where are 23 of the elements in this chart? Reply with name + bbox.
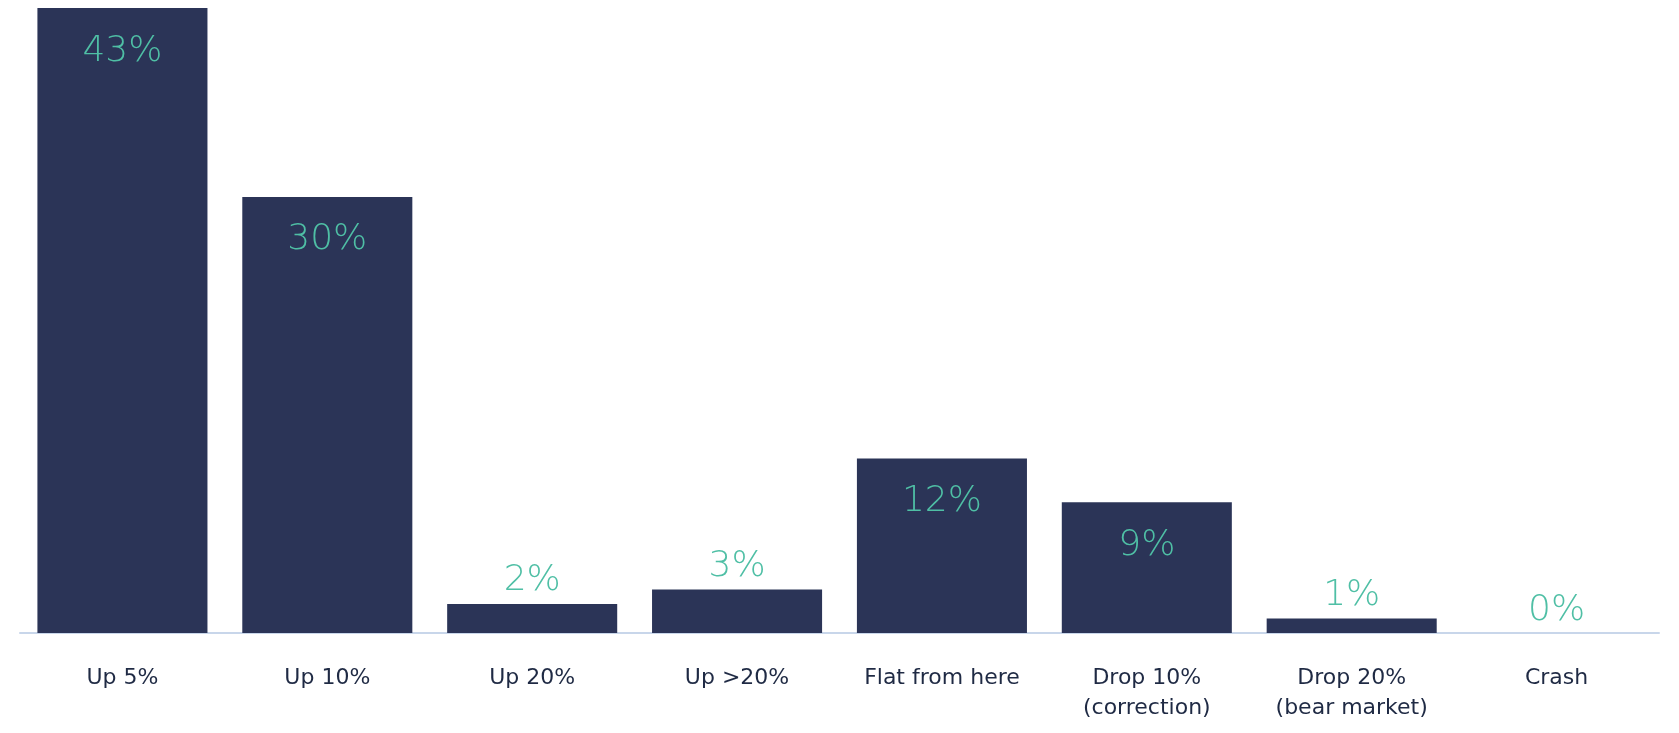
data-label: 1%: [1323, 571, 1381, 613]
data-label: 2%: [503, 557, 561, 599]
x-tick-label: Crash: [1524, 663, 1589, 689]
x-tick-label: Up 5%: [86, 663, 159, 689]
bar: [856, 458, 1027, 633]
bar: [37, 8, 208, 633]
bar: [447, 603, 618, 633]
data-label: 30%: [287, 216, 368, 258]
x-tick-label: Flat from here: [864, 663, 1020, 689]
x-tick-label: Up 10%: [284, 663, 371, 689]
data-label: 9%: [1118, 521, 1176, 563]
x-tick-label: Up 20%: [489, 663, 576, 689]
bar: [242, 196, 413, 633]
bar: [1061, 502, 1232, 633]
bar: [1266, 618, 1437, 633]
bar: [652, 589, 823, 633]
x-tick-label: Drop 10% (correction): [1082, 663, 1211, 719]
x-tick-label: Drop 20% (bear market): [1275, 663, 1428, 719]
x-tick-label: Up >20%: [684, 663, 790, 689]
data-label: 3%: [708, 542, 766, 584]
data-label: 43%: [82, 27, 163, 69]
data-label: 12%: [901, 478, 982, 520]
data-label: 0%: [1528, 586, 1586, 628]
